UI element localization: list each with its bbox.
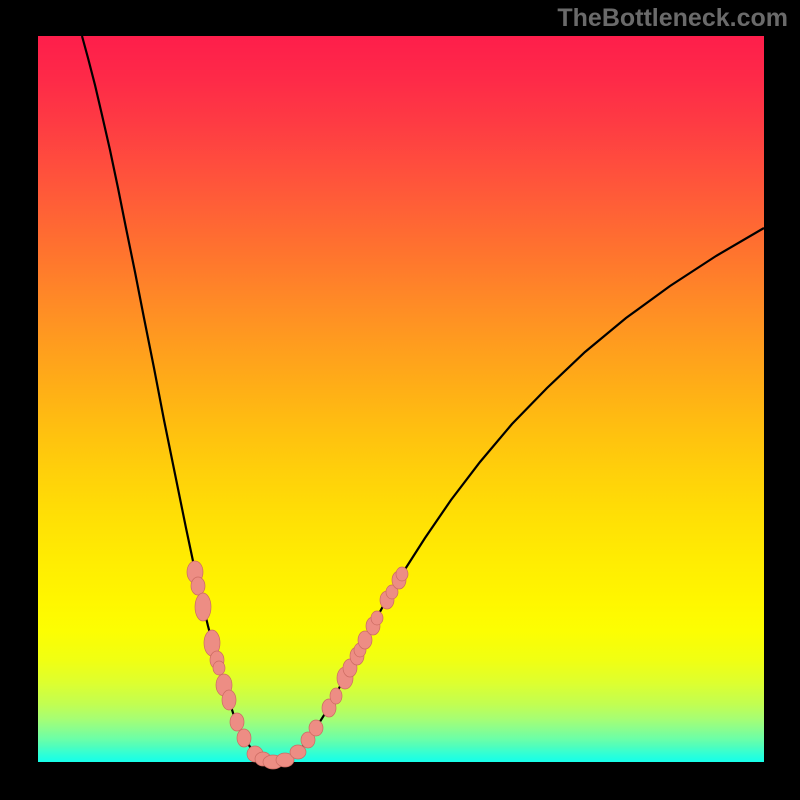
data-bead: [330, 688, 342, 704]
data-bead: [396, 567, 408, 581]
data-bead: [195, 593, 211, 621]
data-bead: [222, 690, 236, 710]
data-bead: [371, 611, 383, 625]
data-bead: [230, 713, 244, 731]
data-bead: [213, 661, 225, 675]
data-bead: [237, 729, 251, 747]
data-bead: [290, 745, 306, 759]
chart-container: TheBottleneck.com: [0, 0, 800, 800]
gradient-background: [38, 36, 764, 762]
data-bead: [309, 720, 323, 736]
watermark-text: TheBottleneck.com: [557, 4, 788, 33]
chart-svg: [0, 0, 800, 800]
data-bead: [191, 577, 205, 595]
